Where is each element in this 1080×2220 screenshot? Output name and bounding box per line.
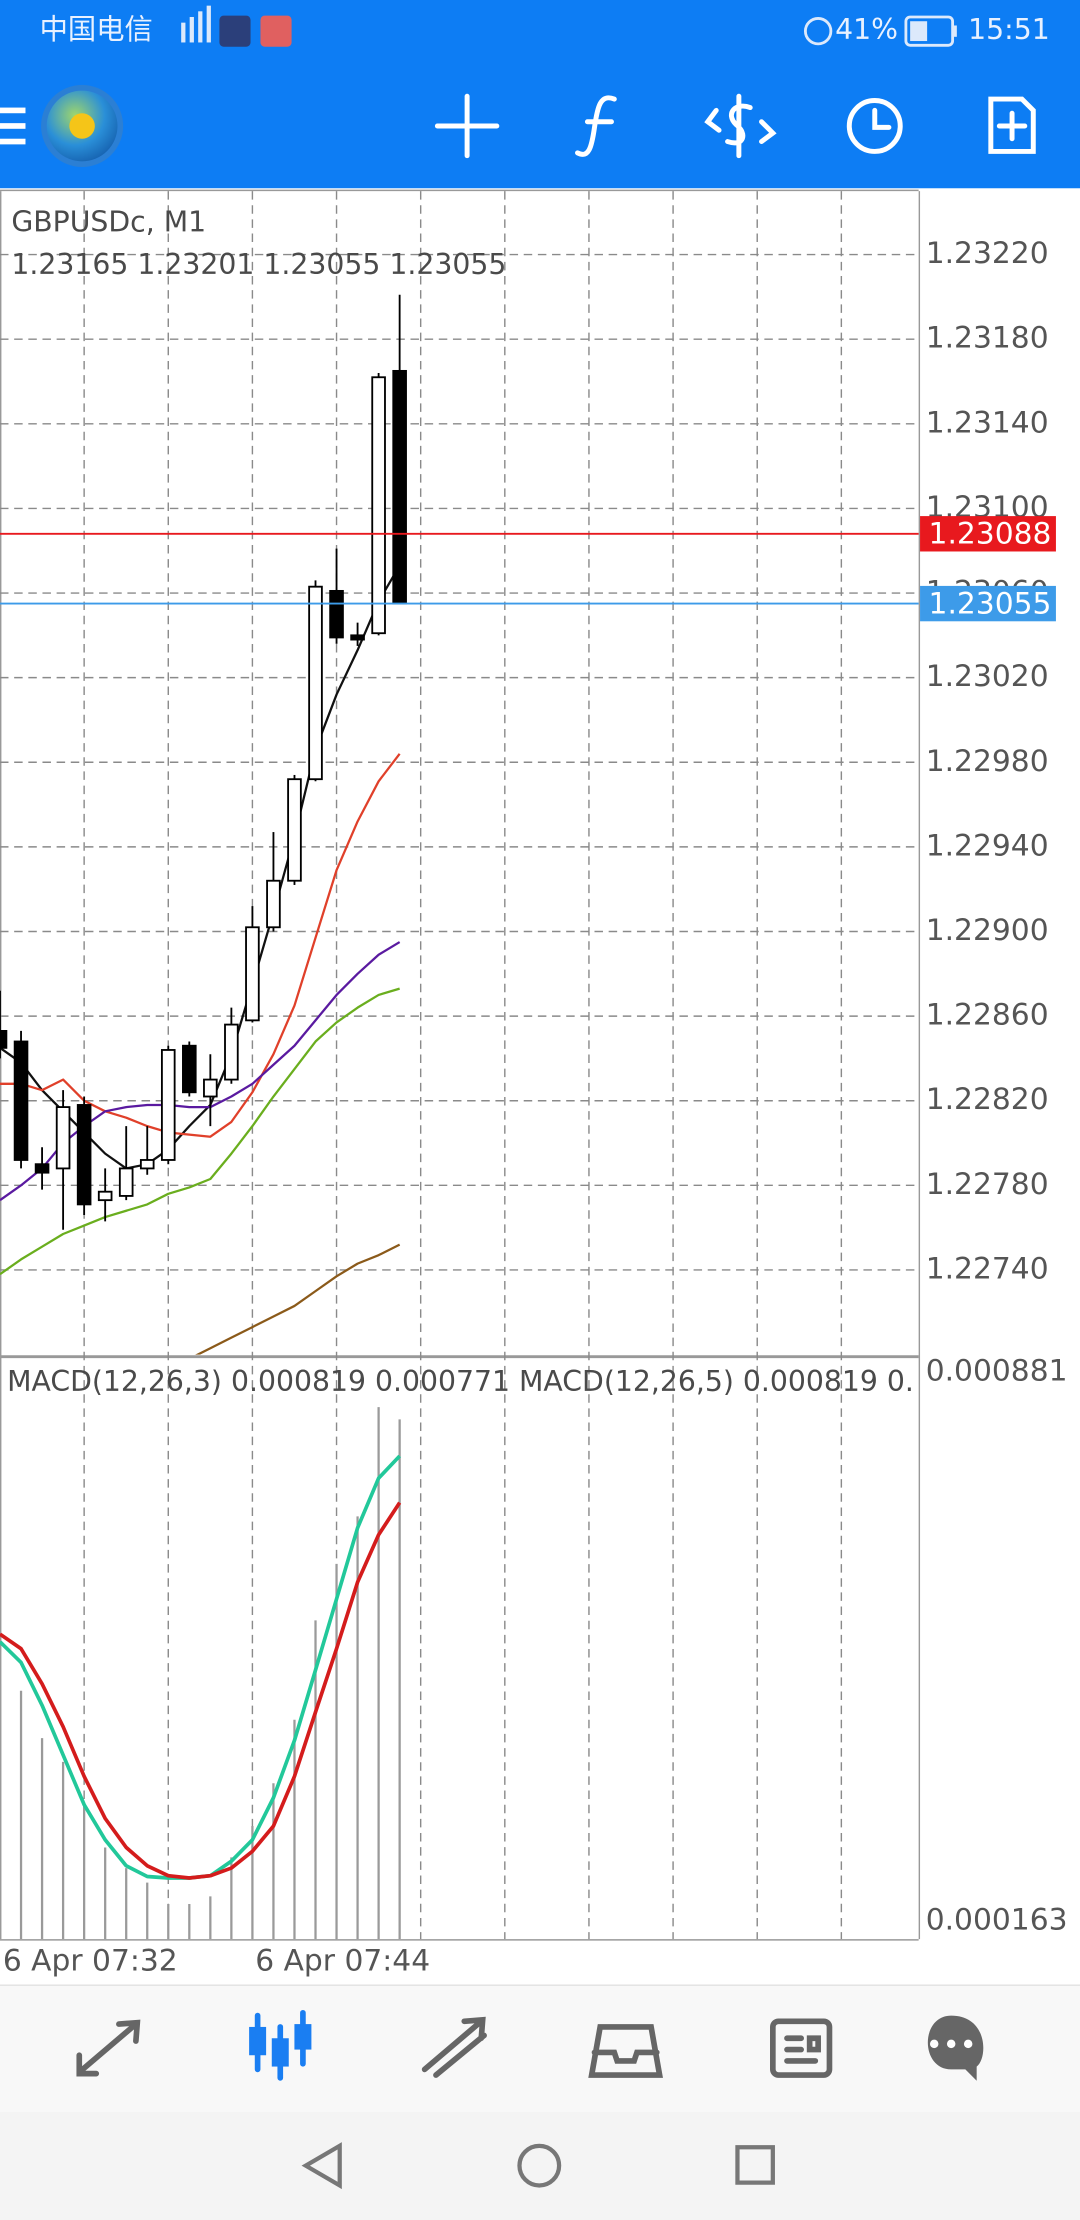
battery-level: 41%: [835, 13, 898, 46]
app-logo[interactable]: [41, 84, 124, 168]
news-tab[interactable]: [770, 2018, 833, 2078]
candle-body: [287, 778, 302, 882]
price-tag-label: 1.23088: [929, 517, 1052, 552]
y-tick-label: 1.22860: [926, 998, 1049, 1033]
candle-body: [182, 1044, 197, 1094]
price-tag: [920, 585, 1056, 622]
indicator-line: [0, 564, 401, 1170]
indicator-label: MACD(12,26,3) 0.000819 0.000771 MACD(12,…: [7, 1365, 914, 1398]
indicator-line: [0, 753, 401, 1138]
y-tick-label: 1.23140: [926, 405, 1049, 440]
indicator-line: [0, 987, 400, 1276]
candle-body: [266, 879, 281, 929]
plot: [0, 294, 407, 1355]
chart-tab[interactable]: [249, 2009, 312, 2081]
y-tick-label: 1.22940: [926, 828, 1049, 863]
carrier: 中国电信: [40, 13, 153, 46]
y-tick-label: 1.23020: [926, 659, 1049, 694]
clock: 15:51: [968, 13, 1050, 46]
indicator-line: [0, 1454, 401, 1880]
quotes-tab[interactable]: [76, 2019, 141, 2077]
candle-body: [392, 369, 407, 605]
y-tick-label: 0.000163: [926, 1902, 1068, 1937]
indicators-button[interactable]: [575, 95, 617, 157]
price-tag-label: 1.23055: [929, 587, 1052, 622]
indicator-line: [0, 1501, 402, 1880]
candle-body: [371, 376, 386, 635]
timeframe-button[interactable]: [846, 98, 903, 154]
crosshair-button[interactable]: [434, 93, 500, 159]
x-tick-label: 6 Apr 07:32: [3, 1943, 178, 1978]
candle-body: [329, 589, 344, 639]
candle-body: [34, 1163, 50, 1174]
candle-body: [350, 634, 365, 641]
system-nav: [0, 2111, 1080, 2220]
x-tick-label: 6 Apr 07:44: [255, 1943, 430, 1978]
status-icons: [181, 5, 957, 47]
recents-button[interactable]: [735, 2145, 775, 2185]
chat-tab[interactable]: [927, 2015, 984, 2081]
candle-body: [139, 1159, 155, 1170]
macd-plot: MACD(12,26,3) 0.000819 0.000771 MACD(12,…: [0, 1365, 914, 1940]
y-tick-label: 1.22740: [926, 1251, 1049, 1286]
bottom-nav: [0, 1984, 1080, 2112]
app-header: [0, 0, 1080, 189]
candle-body: [245, 926, 260, 1022]
history-tab[interactable]: [588, 2024, 663, 2078]
y-tick-label: 1.22780: [926, 1167, 1049, 1202]
indicator-line: [195, 1243, 401, 1355]
candle-body: [308, 585, 323, 781]
candle-body: [160, 1049, 176, 1161]
chart-layer: 1.232201.231801.231401.231001.230601.230…: [0, 191, 1068, 1978]
symbol-title: GBPUSDc, M1: [11, 206, 206, 239]
trade-tab[interactable]: [421, 2016, 487, 2078]
candle-body: [55, 1106, 71, 1170]
candle-body: [76, 1104, 92, 1206]
candle-body: [13, 1040, 29, 1161]
y-tick-label: 1.23220: [926, 236, 1049, 271]
back-button[interactable]: [301, 2142, 342, 2190]
price-tag: [920, 516, 1056, 552]
new-order-button[interactable]: [988, 96, 1036, 154]
y-tick-label: 1.22980: [926, 744, 1049, 779]
y-tick-label: 1.22820: [926, 1082, 1049, 1117]
y-tick-label: 1.22900: [926, 913, 1049, 948]
trade-button[interactable]: [704, 93, 777, 159]
ohlc-label: 1.23165 1.23201 1.23055 1.23055: [11, 248, 506, 281]
candle-body: [0, 1030, 8, 1049]
home-button[interactable]: [517, 2143, 562, 2188]
candle-body: [224, 1023, 239, 1081]
y-tick-label: 1.23180: [926, 321, 1049, 356]
candle-body: [203, 1078, 218, 1098]
y-tick-label: 0.000881: [926, 1353, 1068, 1388]
candle-body: [97, 1190, 113, 1202]
candle-body: [118, 1167, 134, 1197]
menu-button[interactable]: [0, 107, 26, 145]
